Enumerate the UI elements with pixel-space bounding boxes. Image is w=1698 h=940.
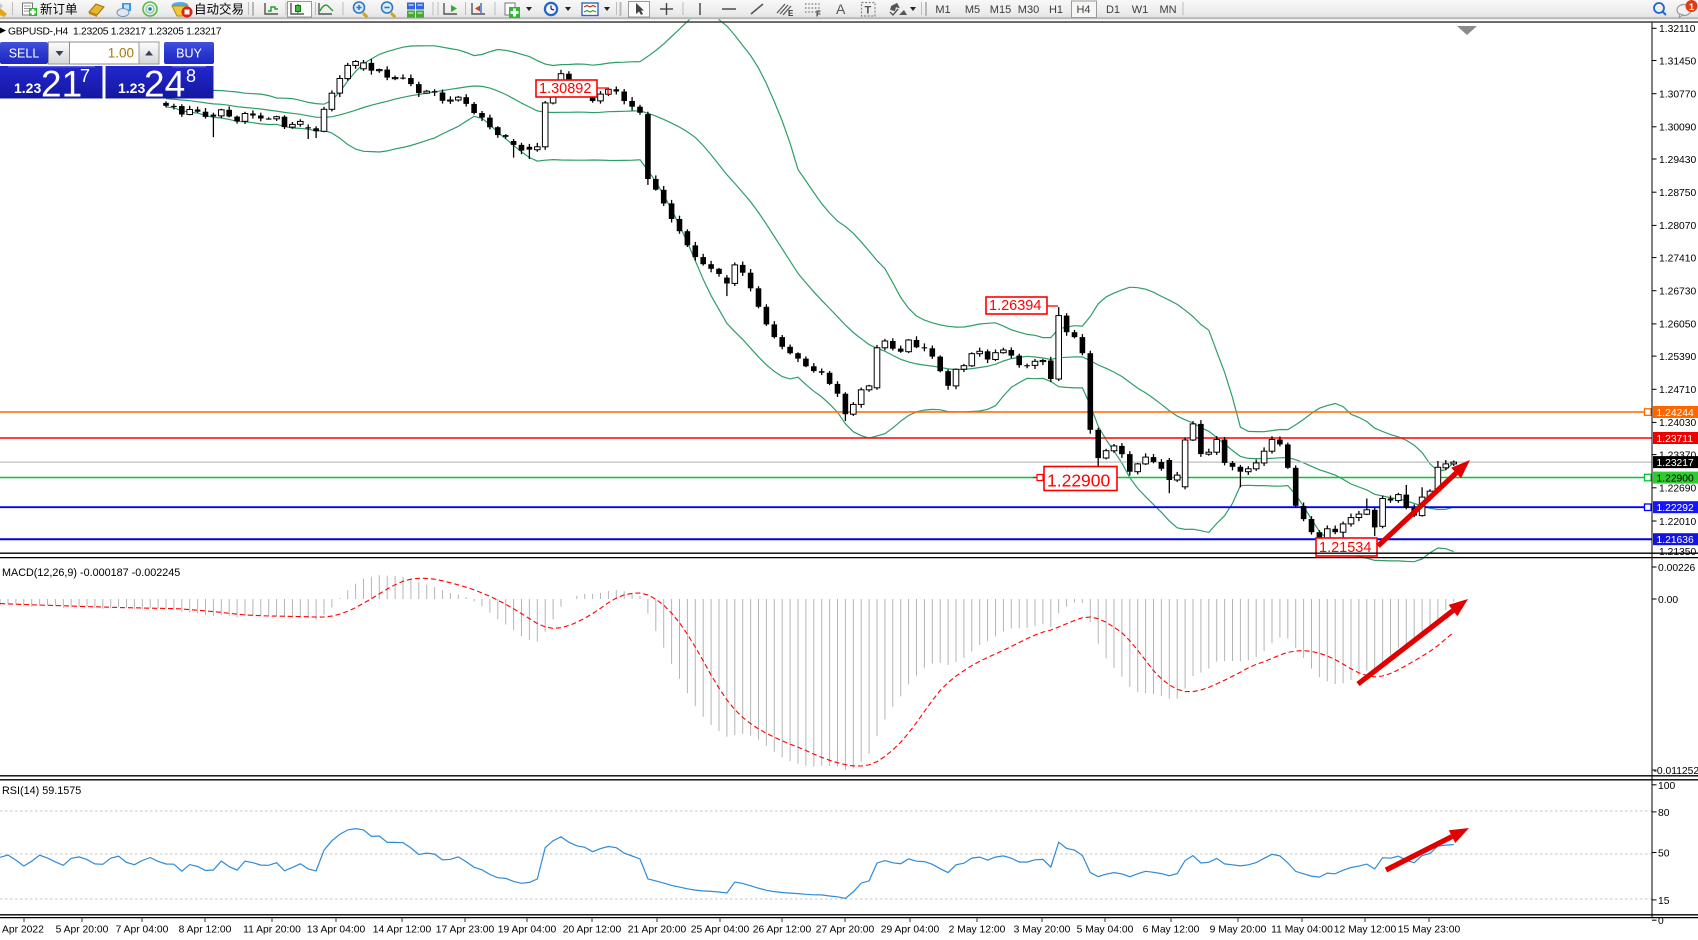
svg-text:1.22900: 1.22900 xyxy=(1657,474,1694,485)
svg-text:1.26394: 1.26394 xyxy=(989,298,1041,314)
svg-text:29 Apr 04:00: 29 Apr 04:00 xyxy=(881,925,940,936)
svg-text:Apr 2022: Apr 2022 xyxy=(2,925,44,936)
svg-text:5 Apr 20:00: 5 Apr 20:00 xyxy=(56,925,109,936)
svg-text:M1: M1 xyxy=(935,4,950,16)
svg-text:T: T xyxy=(865,5,872,17)
svg-text:M15: M15 xyxy=(990,4,1011,16)
svg-text:1.22010: 1.22010 xyxy=(1659,517,1696,528)
svg-text:1.21350: 1.21350 xyxy=(1659,547,1696,558)
svg-text:14 Apr 12:00: 14 Apr 12:00 xyxy=(373,925,432,936)
svg-text:7: 7 xyxy=(80,66,90,86)
svg-text:0.00: 0.00 xyxy=(1658,595,1678,606)
svg-text:11 Apr 20:00: 11 Apr 20:00 xyxy=(243,925,301,936)
svg-text:1.21534: 1.21534 xyxy=(1319,540,1371,556)
svg-text:27 Apr 20:00: 27 Apr 20:00 xyxy=(816,925,875,936)
svg-text:-0.011252: -0.011252 xyxy=(1654,766,1698,777)
svg-text:100: 100 xyxy=(1658,781,1675,792)
svg-text:26 Apr 12:00: 26 Apr 12:00 xyxy=(753,925,812,936)
svg-text:15: 15 xyxy=(1658,896,1670,907)
svg-text:11 May 04:00: 11 May 04:00 xyxy=(1271,925,1333,936)
svg-text:1.28750: 1.28750 xyxy=(1659,188,1696,199)
svg-text:1.22690: 1.22690 xyxy=(1659,484,1696,495)
svg-text:MN: MN xyxy=(1159,4,1176,16)
svg-text:50: 50 xyxy=(1658,849,1670,860)
svg-text:A: A xyxy=(836,1,846,17)
svg-text:1.21636: 1.21636 xyxy=(1657,535,1694,546)
svg-text:1.24710: 1.24710 xyxy=(1659,385,1696,396)
svg-text:1.23217: 1.23217 xyxy=(1657,458,1694,469)
svg-text:M5: M5 xyxy=(965,4,980,16)
svg-text:3 May 20:00: 3 May 20:00 xyxy=(1014,925,1071,936)
svg-text:13 Apr 04:00: 13 Apr 04:00 xyxy=(307,925,366,936)
svg-text:8 Apr 12:00: 8 Apr 12:00 xyxy=(179,925,232,936)
svg-text:1.29430: 1.29430 xyxy=(1659,155,1696,166)
svg-text:6 May 12:00: 6 May 12:00 xyxy=(1143,925,1200,936)
svg-text:1.23370: 1.23370 xyxy=(1659,450,1696,461)
svg-text:1.24030: 1.24030 xyxy=(1659,418,1696,429)
svg-text:H4: H4 xyxy=(1076,4,1090,16)
svg-text:F: F xyxy=(816,10,821,19)
svg-text:1.23: 1.23 xyxy=(14,80,41,96)
svg-text:1: 1 xyxy=(1689,2,1695,13)
svg-text:BUY: BUY xyxy=(176,47,202,61)
svg-text:1.25390: 1.25390 xyxy=(1659,352,1696,363)
svg-text:1.26730: 1.26730 xyxy=(1659,287,1696,298)
svg-text:12 May 12:00: 12 May 12:00 xyxy=(1334,925,1397,936)
svg-text:1.26050: 1.26050 xyxy=(1659,320,1696,331)
svg-text:GBPUSD-,H4 1.23205 1.23217 1.: GBPUSD-,H4 1.23205 1.23217 1.23205 1.232… xyxy=(8,27,222,38)
svg-text:自动交易: 自动交易 xyxy=(194,2,244,17)
svg-text:21 Apr 20:00: 21 Apr 20:00 xyxy=(628,925,687,936)
svg-text:9 May 20:00: 9 May 20:00 xyxy=(1210,925,1267,936)
svg-text:D1: D1 xyxy=(1106,4,1120,16)
svg-text:80: 80 xyxy=(1658,808,1670,819)
svg-text:1.22900: 1.22900 xyxy=(1047,471,1111,491)
svg-text:1.00: 1.00 xyxy=(108,46,134,61)
svg-text:W1: W1 xyxy=(1132,4,1149,16)
svg-text:1.30892: 1.30892 xyxy=(539,81,591,97)
svg-text:M30: M30 xyxy=(1018,4,1039,16)
svg-text:8: 8 xyxy=(186,66,196,86)
svg-text:0: 0 xyxy=(1658,916,1664,927)
svg-text:2 May 12:00: 2 May 12:00 xyxy=(949,925,1006,936)
svg-text:5 May 04:00: 5 May 04:00 xyxy=(1077,925,1134,936)
svg-text:17 Apr 23:00: 17 Apr 23:00 xyxy=(436,925,495,936)
svg-text:RSI(14) 59.1575: RSI(14) 59.1575 xyxy=(2,785,81,797)
svg-text:7 Apr 04:00: 7 Apr 04:00 xyxy=(116,925,169,936)
svg-text:1.28070: 1.28070 xyxy=(1659,221,1696,232)
svg-text:0.00226: 0.00226 xyxy=(1658,563,1695,574)
svg-text:E: E xyxy=(788,9,794,18)
svg-text:1.27410: 1.27410 xyxy=(1659,253,1696,264)
svg-text:19 Apr 04:00: 19 Apr 04:00 xyxy=(498,925,557,936)
svg-text:1.22292: 1.22292 xyxy=(1657,503,1694,514)
svg-text:1.31450: 1.31450 xyxy=(1659,56,1696,67)
svg-text:25 Apr 04:00: 25 Apr 04:00 xyxy=(691,925,750,936)
svg-text:新订单: 新订单 xyxy=(40,2,78,17)
svg-text:1.23: 1.23 xyxy=(118,80,145,96)
svg-text:MACD(12,26,9) -0.000187 -0.002: MACD(12,26,9) -0.000187 -0.002245 xyxy=(2,567,180,579)
svg-text:15 May 23:00: 15 May 23:00 xyxy=(1398,925,1461,936)
svg-text:21: 21 xyxy=(41,64,82,105)
svg-text:1.32110: 1.32110 xyxy=(1659,24,1696,35)
svg-text:1.30090: 1.30090 xyxy=(1659,123,1696,134)
svg-text:1.24244: 1.24244 xyxy=(1657,408,1694,419)
svg-text:1.23711: 1.23711 xyxy=(1657,434,1694,445)
svg-text:H1: H1 xyxy=(1049,4,1063,16)
svg-text:SELL: SELL xyxy=(9,47,40,61)
svg-text:20 Apr 12:00: 20 Apr 12:00 xyxy=(563,925,622,936)
svg-text:1.30770: 1.30770 xyxy=(1659,90,1696,101)
svg-text:24: 24 xyxy=(144,64,185,105)
